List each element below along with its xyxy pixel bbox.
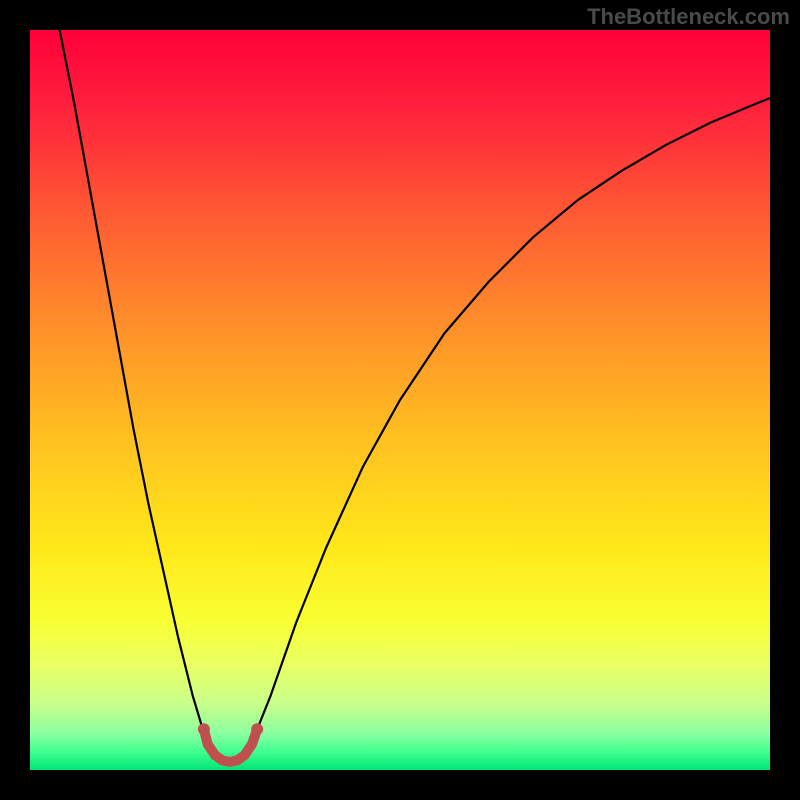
marker-endpoint-left bbox=[198, 723, 210, 735]
plot-svg bbox=[30, 30, 770, 770]
plot-area bbox=[30, 30, 770, 770]
marker-endpoint-right bbox=[251, 723, 263, 735]
chart-frame: TheBottleneck.com bbox=[0, 0, 800, 800]
watermark-text: TheBottleneck.com bbox=[587, 4, 790, 30]
